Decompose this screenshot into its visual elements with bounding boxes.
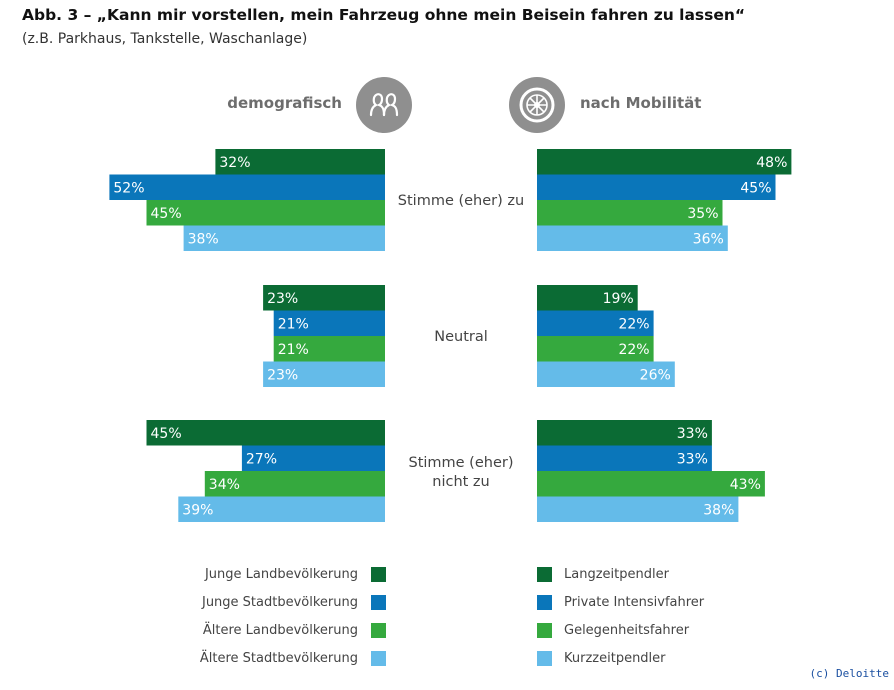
bar-value-label: 33% (677, 451, 708, 467)
bar (146, 420, 385, 446)
legend-swatch (371, 595, 386, 610)
panel-header-demografisch: demografisch (227, 94, 342, 112)
legend-swatch (371, 623, 386, 638)
legend-swatch (537, 651, 552, 666)
bar-value-label: 38% (703, 502, 734, 518)
bar (241, 445, 385, 471)
bar-value-label: 43% (730, 477, 761, 493)
legend-label: Ältere Landbevölkerung (202, 623, 358, 638)
bar-value-label: 36% (693, 231, 724, 247)
bar (537, 200, 723, 226)
bar-value-label: 32% (219, 155, 250, 171)
bar-value-label: 48% (756, 155, 787, 171)
legend-label: Gelegenheitsfahrer (564, 623, 690, 638)
legend-label: Ältere Stadtbevölkerung (199, 651, 358, 666)
legend-item: Langzeitpendler (537, 567, 737, 583)
legend-item: Ältere Stadtbevölkerung (200, 651, 386, 667)
bar (537, 496, 739, 522)
legend-swatch (371, 567, 386, 582)
legend-item: Junge Stadtbevölkerung (200, 595, 386, 611)
bar-value-label: 45% (151, 206, 182, 222)
legend-label: Junge Stadtbevölkerung (201, 595, 358, 610)
credit-label: (c) Deloitte (809, 667, 889, 680)
bar-value-label: 22% (618, 316, 649, 332)
bar-value-label: 22% (618, 342, 649, 358)
bar-value-label: 39% (182, 502, 213, 518)
bar (537, 310, 654, 336)
legend-item: Private Intensivfahrer (537, 595, 737, 611)
bar (109, 174, 386, 200)
panel-header-mobilitaet: nach Mobilität (580, 94, 702, 112)
butterfly-bar-chart: 32% 23% 45% 52% 21% 27% 45% 21% 34% 38% 23% 39% 48% 1… (109, 149, 792, 522)
bar-value-label: 27% (246, 451, 277, 467)
bar-value-label: 23% (267, 291, 298, 307)
legend-item: Gelegenheitsfahrer (537, 623, 737, 639)
bar-value-label: 26% (640, 367, 671, 383)
bar-value-label: 52% (113, 180, 144, 196)
bar (263, 361, 385, 387)
people-icon (356, 77, 412, 133)
bar-value-label: 33% (677, 426, 708, 442)
bar (204, 471, 385, 497)
legend-label: Private Intensivfahrer (564, 595, 705, 610)
bar (537, 445, 712, 471)
bar (215, 149, 385, 175)
bar (537, 174, 776, 200)
legend-swatch (537, 567, 552, 582)
legend-label: Junge Landbevölkerung (204, 567, 358, 582)
category-label: Neutral (434, 329, 488, 345)
bar (146, 200, 385, 226)
bar (178, 496, 385, 522)
bar (537, 149, 792, 175)
bar-value-label: 38% (188, 231, 219, 247)
bar (537, 471, 765, 497)
bar (273, 310, 385, 336)
bar (537, 420, 712, 446)
chart-subtitle: (z.B. Parkhaus, Tankstelle, Waschanlage) (22, 31, 308, 47)
bar-value-label: 35% (687, 206, 718, 222)
bar (537, 225, 728, 251)
bar (263, 285, 385, 311)
category-label: nicht zu (432, 474, 489, 490)
bar (273, 336, 385, 362)
bar-value-label: 21% (278, 342, 309, 358)
category-label: Stimme (eher) (408, 455, 513, 471)
bar-value-label: 45% (740, 180, 771, 196)
bar-value-label: 34% (209, 477, 240, 493)
category-label: Stimme (eher) zu (398, 193, 524, 209)
legend-swatch (537, 595, 552, 610)
bar (537, 361, 675, 387)
chart-title: Abb. 3 – „Kann mir vorstellen, mein Fahr… (22, 6, 746, 24)
legend-item: Junge Landbevölkerung (200, 567, 386, 583)
bar-value-label: 19% (603, 291, 634, 307)
legend-swatch (537, 623, 552, 638)
legend-item: Ältere Landbevölkerung (200, 623, 386, 639)
bar-value-label: 23% (267, 367, 298, 383)
bar (537, 285, 638, 311)
wheel-icon (509, 77, 565, 133)
bar-value-label: 45% (151, 426, 182, 442)
legend-label: Kurzzeitpendler (564, 651, 666, 666)
bar (537, 336, 654, 362)
legend-item: Kurzzeitpendler (537, 651, 737, 667)
bar-value-label: 21% (278, 316, 309, 332)
legend-label: Langzeitpendler (564, 567, 669, 582)
bar (183, 225, 385, 251)
legend-swatch (371, 651, 386, 666)
